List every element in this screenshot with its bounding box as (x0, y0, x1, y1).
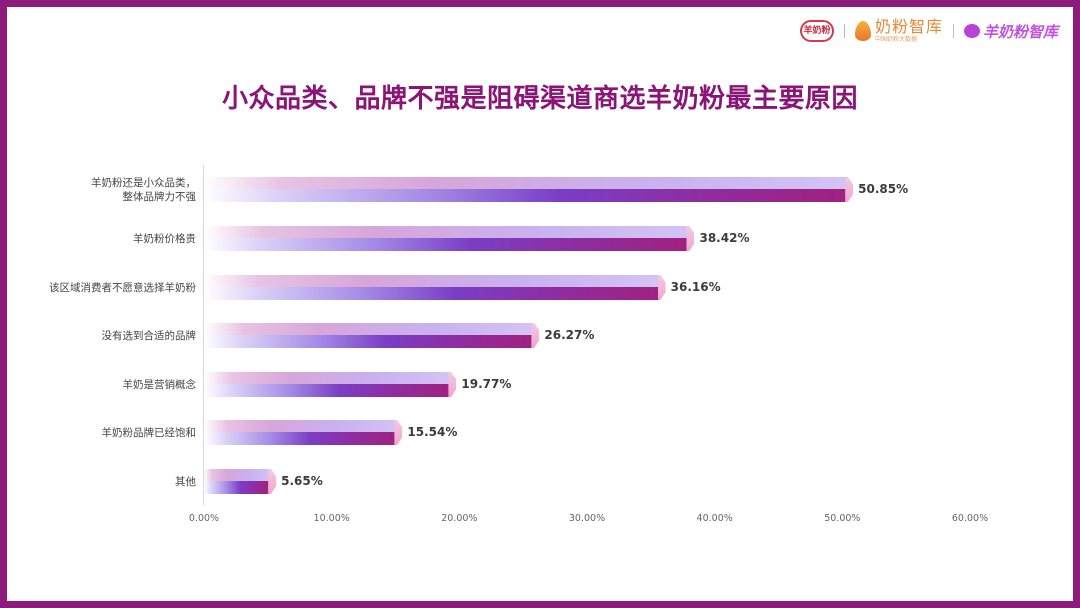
category-label: 羊奶粉价格贵 (133, 233, 196, 245)
brand-logo-1: 羊奶粉 (799, 20, 834, 42)
bar-end-cap (686, 226, 695, 251)
header-logos: 羊奶粉 奶粉智库 中国奶粉大数据 羊奶粉智库 (799, 16, 1058, 46)
value-label: 50.85% (858, 182, 909, 196)
bar-front-face (204, 238, 689, 251)
bar (204, 323, 540, 348)
bar-end-cap (268, 469, 277, 494)
category-label: 没有选到合适的品牌 (101, 330, 197, 342)
bar-top-face (204, 177, 848, 189)
bar (204, 420, 403, 445)
goat-icon (963, 24, 980, 38)
bar-front-face (204, 384, 451, 397)
category-label-line: 羊奶粉还是小众品类， (91, 177, 196, 189)
category-label: 羊奶是营销概念 (122, 379, 197, 391)
bar (204, 275, 666, 300)
chart-title: 小众品类、品牌不强是阻碍渠道商选羊奶粉最主要原因 (221, 84, 858, 114)
bar-end-cap (845, 177, 854, 202)
bar (204, 372, 457, 397)
category-label: 该区域消费者不愿意选择羊奶粉 (49, 282, 196, 294)
category-label: 羊奶粉还是小众品类， 整体品牌力不强 (91, 176, 196, 204)
x-tick-label: 0.00% (188, 513, 220, 524)
bar-top-face (204, 323, 534, 335)
category-label: 羊奶粉品牌已经饱和 (101, 427, 197, 439)
value-label: 26.27% (544, 328, 595, 342)
brand-logo-3: 羊奶粉智库 (963, 21, 1058, 42)
bar-top-face (204, 469, 271, 481)
bar-top-face (204, 372, 451, 384)
category-label-line: 整体品牌力不强 (122, 191, 197, 203)
bar-front-face (204, 189, 848, 202)
x-tick-label: 50.00% (824, 513, 861, 524)
value-label: 5.65% (281, 474, 323, 488)
value-label: 36.16% (670, 280, 721, 294)
bar-front-face (204, 432, 397, 445)
x-tick-label: 10.00% (313, 513, 350, 524)
bar-top-face (204, 420, 397, 432)
logo-divider (843, 24, 845, 38)
y-axis-line (203, 165, 204, 505)
value-label: 38.42% (699, 231, 750, 245)
flame-icon (854, 21, 871, 41)
bar-front-face (204, 481, 271, 494)
logo-text: 羊奶粉智库 (982, 22, 1058, 41)
value-label: 19.77% (461, 377, 512, 391)
x-tick-label: 60.00% (951, 513, 989, 524)
category-label: 其他 (175, 476, 196, 488)
x-tick-label: 20.00% (441, 513, 478, 524)
value-label: 15.54% (407, 425, 458, 439)
logo-subtext: 中国奶粉大数据 (874, 36, 917, 43)
naifen-zhiku-logo: 奶粉智库 中国奶粉大数据 (854, 17, 943, 43)
bar (204, 469, 277, 494)
bar (204, 226, 695, 251)
x-tick-label: 40.00% (696, 513, 733, 524)
bar-end-cap (657, 275, 666, 300)
bar-end-cap (448, 372, 457, 397)
bar (204, 177, 854, 202)
logo-divider (952, 24, 954, 38)
bar-front-face (204, 287, 660, 300)
x-tick-label: 30.00% (568, 513, 606, 524)
logo-text: 奶粉智库 (874, 17, 943, 36)
bar-end-cap (394, 420, 403, 445)
bar-top-face (204, 275, 660, 287)
bar-top-face (204, 226, 689, 238)
bar-front-face (204, 335, 534, 348)
bar-end-cap (531, 323, 540, 348)
